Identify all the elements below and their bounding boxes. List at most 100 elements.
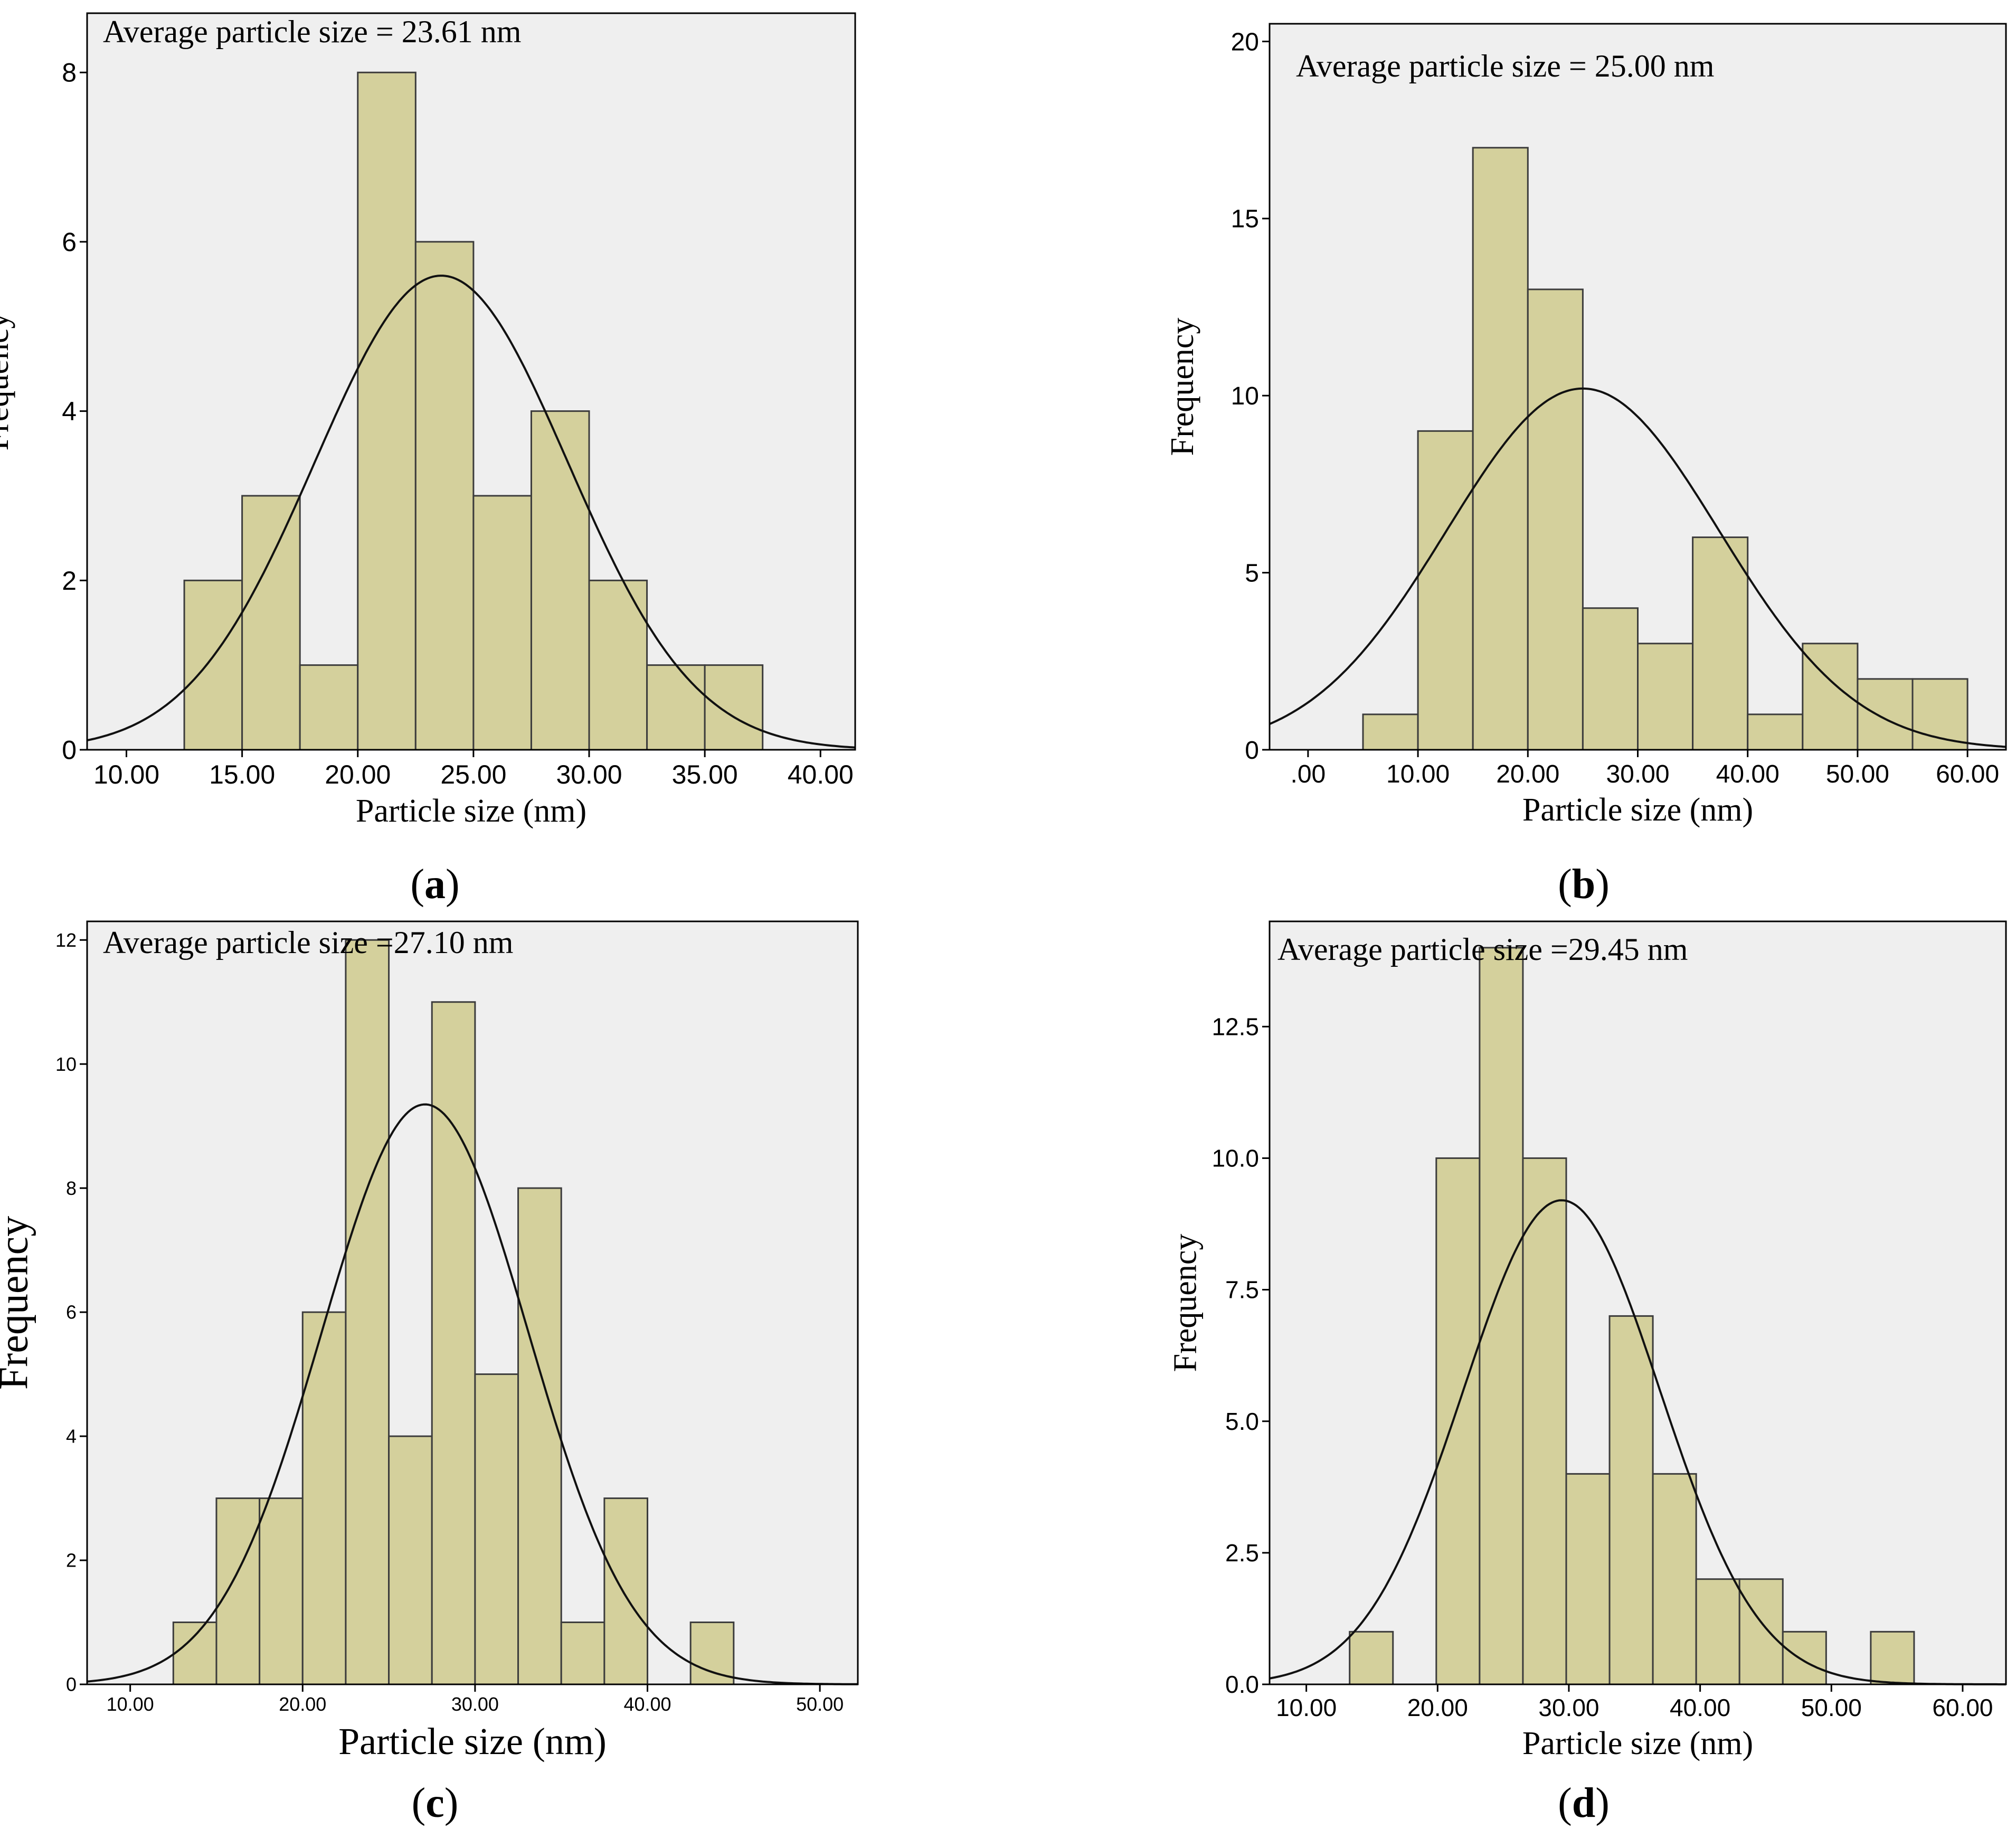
x-tick-label-a-2: 20.00 [325, 760, 391, 789]
histogram-bar-c-11 [689, 1622, 735, 1685]
histogram-bar-d-4 [1565, 1473, 1611, 1685]
x-tick-label-d-1: 20.00 [1407, 1694, 1468, 1721]
histogram-bar-b-1 [1417, 430, 1474, 751]
histogram-bar-b-6 [1692, 536, 1749, 751]
x-tick-label-c-1: 20.00 [279, 1693, 326, 1715]
histogram-bar-c-2 [259, 1497, 304, 1685]
y-tick-label-c-3: 6 [66, 1302, 77, 1323]
y-tick-label-b-0: 0 [1245, 737, 1259, 765]
x-tick-label-b-3: 30.00 [1606, 760, 1669, 788]
histogram-bar-a-4 [414, 241, 475, 751]
x-axis-title-b: Particle size (nm) [1522, 792, 1753, 828]
x-tick-label-a-6: 40.00 [788, 760, 854, 789]
y-tick-label-a-0: 0 [62, 736, 77, 765]
histogram-bar-d-9 [1782, 1630, 1827, 1685]
histogram-bar-c-7 [474, 1373, 519, 1685]
histogram-bar-a-8 [646, 664, 706, 751]
histogram-bar-a-5 [472, 495, 532, 751]
histogram-bar-a-6 [530, 410, 590, 751]
y-tick-label-d-5: 12.5 [1212, 1013, 1259, 1040]
x-tick-label-a-1: 15.00 [209, 760, 275, 789]
x-tick-label-d-3: 40.00 [1670, 1694, 1730, 1721]
normal-curve-b [1269, 387, 2006, 748]
plot-frame-a [86, 12, 856, 751]
plot-frame-c [86, 920, 859, 1685]
histogram-bar-b-4 [1582, 607, 1639, 751]
y-axis-title-c: Frequency [0, 1216, 36, 1390]
x-tick-label-b-5: 50.00 [1826, 760, 1889, 788]
histogram-bar-b-9 [1857, 678, 1914, 751]
y-tick-label-a-1: 2 [62, 566, 77, 596]
histogram-bar-c-3 [301, 1311, 347, 1685]
histogram-bar-c-1 [215, 1497, 261, 1685]
panel-label-d: (d) [1558, 1780, 1610, 1826]
y-tick-label-d-4: 10.0 [1212, 1145, 1259, 1172]
x-tick-label-c-2: 30.00 [451, 1693, 499, 1715]
y-tick-label-a-4: 8 [62, 58, 77, 88]
y-tick-label-b-1: 5 [1245, 559, 1259, 587]
x-tick-label-c-0: 10.00 [107, 1693, 154, 1715]
histogram-bar-c-10 [603, 1497, 649, 1685]
histogram-bar-d-7 [1695, 1578, 1740, 1685]
histogram-bar-c-4 [345, 939, 390, 1685]
histogram-bar-b-3 [1527, 288, 1584, 751]
x-tick-label-a-4: 30.00 [556, 760, 622, 789]
panel-label-c: (c) [411, 1780, 459, 1826]
x-tick-label-d-5: 60.00 [1932, 1694, 1993, 1721]
average-annotation-d: Average particle size =29.45 nm [1277, 932, 1688, 967]
histogram-bar-d-0 [1349, 1630, 1394, 1685]
histogram-bar-b-7 [1747, 713, 1804, 751]
x-tick-label-d-4: 50.00 [1801, 1694, 1862, 1721]
y-tick-label-d-2: 5.0 [1225, 1408, 1259, 1435]
normal-curve-c [87, 1103, 858, 1685]
histogram-bar-d-8 [1738, 1578, 1784, 1685]
y-tick-label-b-2: 10 [1231, 382, 1259, 410]
panel-label-b: (b) [1558, 861, 1610, 908]
histogram-bar-c-8 [517, 1187, 562, 1685]
x-tick-label-b-2: 20.00 [1496, 760, 1559, 788]
histogram-bar-d-10 [1870, 1630, 1915, 1685]
y-tick-label-d-0: 0.0 [1225, 1671, 1259, 1698]
normal-curve-a [87, 275, 856, 749]
histogram-bar-c-6 [431, 1001, 476, 1685]
x-tick-label-b-4: 40.00 [1716, 760, 1780, 788]
x-tick-label-d-2: 30.00 [1538, 1694, 1599, 1721]
x-axis-title-c: Particle size (nm) [338, 1720, 607, 1762]
histogram-bar-d-5 [1608, 1315, 1654, 1685]
y-tick-label-c-4: 8 [66, 1177, 77, 1199]
y-tick-label-c-5: 10 [55, 1053, 77, 1075]
y-tick-label-d-3: 7.5 [1225, 1276, 1259, 1304]
normal-curve-d [1269, 1199, 2006, 1685]
histogram-bar-c-9 [560, 1622, 605, 1685]
y-axis-title-d: Frequency [1167, 1234, 1203, 1372]
x-tick-label-a-0: 10.00 [93, 760, 159, 789]
histogram-bar-a-0 [183, 579, 243, 751]
histogram-bar-d-6 [1652, 1473, 1697, 1685]
y-tick-label-c-0: 0 [66, 1674, 77, 1695]
average-annotation-a: Average particle size = 23.61 nm [103, 14, 521, 49]
average-annotation-b: Average particle size = 25.00 nm [1296, 49, 1714, 83]
y-tick-label-c-1: 2 [66, 1550, 77, 1571]
histogram-bar-d-3 [1522, 1157, 1567, 1685]
y-axis-title-a: Frequency [0, 313, 15, 451]
histogram-bar-c-5 [388, 1435, 433, 1685]
x-tick-label-a-3: 25.00 [440, 760, 506, 789]
y-tick-label-c-6: 12 [55, 929, 77, 951]
y-tick-label-a-2: 4 [62, 397, 77, 426]
y-tick-label-a-3: 6 [62, 227, 77, 257]
histogram-bar-d-1 [1435, 1157, 1481, 1685]
histogram-bar-a-3 [357, 71, 417, 751]
histogram-bar-d-2 [1479, 947, 1524, 1685]
x-axis-title-a: Particle size (nm) [356, 793, 586, 829]
y-tick-label-d-1: 2.5 [1225, 1539, 1259, 1567]
x-tick-label-c-4: 50.00 [796, 1693, 844, 1715]
y-tick-label-b-3: 15 [1231, 205, 1259, 233]
plot-frame-d [1269, 920, 2007, 1685]
panel-label-a: (a) [410, 861, 460, 908]
histogram-bar-a-7 [588, 579, 648, 751]
histogram-bar-a-9 [704, 664, 764, 751]
x-tick-label-a-5: 35.00 [672, 760, 738, 789]
x-tick-label-d-0: 10.00 [1276, 1694, 1337, 1721]
x-tick-label-b-1: 10.00 [1386, 760, 1450, 788]
